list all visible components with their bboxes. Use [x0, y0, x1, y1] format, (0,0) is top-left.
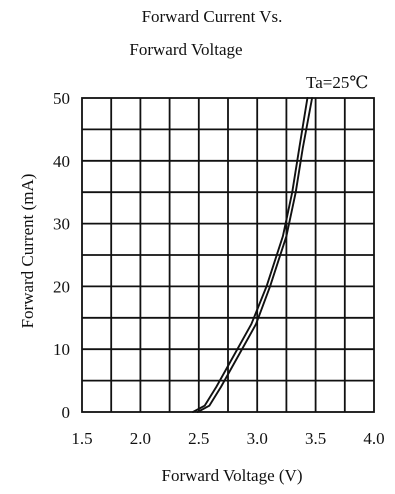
series-line-1 [192, 97, 309, 413]
y-tick-label: 20 [53, 277, 70, 296]
plot-area-frame [81, 97, 375, 413]
y-tick-label: 10 [53, 340, 70, 359]
temperature-annotation: Ta=25℃ [306, 73, 368, 92]
y-tick-label: 50 [53, 89, 70, 108]
chart-series-group [192, 97, 314, 413]
x-tick-label: 2.5 [188, 429, 209, 448]
chart-grid [82, 98, 374, 412]
chart-title-line-1: Forward Current Vs. [142, 7, 283, 26]
y-tick-label: 30 [53, 215, 70, 234]
y-tick-label: 40 [53, 152, 70, 171]
x-tick-label: 3.5 [305, 429, 326, 448]
chart-title-line-2: Forward Voltage [129, 40, 242, 59]
x-tick-label: 1.5 [71, 429, 92, 448]
x-axis-label: Forward Voltage (V) [161, 466, 302, 485]
series-line-2 [196, 97, 314, 413]
y-tick-label: 0 [62, 403, 71, 422]
tick-labels: 1.5 2.0 2.5 3.0 3.5 4.0 0 10 20 30 40 50 [53, 89, 385, 448]
x-tick-label: 4.0 [363, 429, 384, 448]
x-tick-label: 2.0 [130, 429, 151, 448]
x-tick-label: 3.0 [247, 429, 268, 448]
y-axis-label: Forward Current (mA) [18, 174, 37, 329]
